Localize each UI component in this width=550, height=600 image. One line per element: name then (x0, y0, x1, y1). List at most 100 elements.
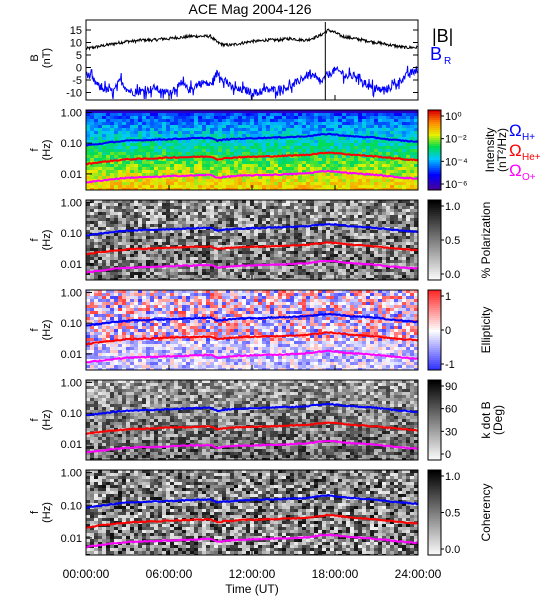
heatmap-cell (310, 293, 314, 296)
heatmap-cell (302, 119, 306, 122)
heatmap-cell (390, 176, 394, 179)
heatmap-cell (166, 296, 170, 299)
heatmap-cell (342, 245, 346, 248)
heatmap-cell (234, 212, 238, 215)
heatmap-cell (366, 203, 370, 206)
heatmap-cell (370, 170, 374, 173)
colorbar-step (428, 270, 441, 273)
heatmap-cell (410, 275, 414, 278)
heatmap-cell (190, 221, 194, 224)
heatmap-cell (342, 233, 346, 236)
heatmap-cell (234, 218, 238, 221)
heatmap-cell (334, 245, 338, 248)
heatmap-cell (146, 182, 150, 185)
heatmap-cell (278, 170, 282, 173)
heatmap-cell (134, 137, 138, 140)
heatmap-cell (146, 143, 150, 146)
heatmap-cell (218, 200, 222, 203)
heatmap-cell (178, 203, 182, 206)
heatmap-cell (338, 113, 342, 116)
heatmap-cell (270, 299, 274, 302)
heatmap-cell (394, 224, 398, 227)
heatmap-cell (346, 200, 350, 203)
heatmap-cell (158, 236, 162, 239)
heatmap-cell (234, 140, 238, 143)
heatmap-cell (142, 224, 146, 227)
heatmap-cell (234, 116, 238, 119)
heatmap-cell (322, 290, 326, 293)
heatmap-cell (326, 185, 330, 188)
heatmap-cell (354, 122, 358, 125)
heatmap-cell (158, 158, 162, 161)
heatmap-cell (414, 164, 418, 167)
heatmap-cell (314, 161, 318, 164)
colorbar-step (428, 236, 441, 239)
heatmap-cell (194, 176, 198, 179)
heatmap-cell (354, 155, 358, 158)
heatmap-cell (146, 206, 150, 209)
heatmap-cell (206, 275, 210, 278)
heatmap-cell (114, 239, 118, 242)
heatmap-cell (166, 203, 170, 206)
heatmap-cell (362, 152, 366, 155)
heatmap-cell (362, 188, 366, 190)
heatmap-cell (174, 233, 178, 236)
heatmap-cell (330, 278, 334, 280)
heatmap-cell (158, 209, 162, 212)
heatmap-cell (118, 143, 122, 146)
heatmap-cell (222, 119, 226, 122)
heatmap-cell (298, 179, 302, 182)
heatmap-cell (274, 110, 278, 113)
heatmap-cell (258, 257, 262, 260)
heatmap-cell (150, 185, 154, 188)
heatmap-cell (126, 278, 130, 280)
heatmap-cell (118, 203, 122, 206)
heatmap-cell (142, 272, 146, 275)
colorbar-step (428, 168, 441, 171)
heatmap-cell (314, 125, 318, 128)
heatmap-cell (298, 251, 302, 254)
heatmap-cell (358, 161, 362, 164)
heatmap-cell (158, 296, 162, 299)
heatmap-cell (226, 113, 230, 116)
heatmap-cell (186, 215, 190, 218)
heatmap-cell (378, 128, 382, 131)
heatmap-cell (402, 206, 406, 209)
heatmap-cell (98, 155, 102, 158)
heatmap-cell (86, 302, 90, 305)
heatmap-cell (162, 239, 166, 242)
heatmap-cell (318, 224, 322, 227)
heatmap-cell (234, 272, 238, 275)
heatmap-cell (150, 209, 154, 212)
heatmap-cell (238, 179, 242, 182)
heatmap-cell (262, 179, 266, 182)
heatmap-cell (94, 257, 98, 260)
heatmap-cell (278, 200, 282, 203)
heatmap-cell (362, 251, 366, 254)
heatmap-cell (298, 257, 302, 260)
heatmap-cell (290, 236, 294, 239)
heatmap-cell (114, 170, 118, 173)
heatmap-cell (130, 122, 134, 125)
heatmap-cell (370, 152, 374, 155)
heatmap-cell (222, 161, 226, 164)
heatmap-cell (282, 200, 286, 203)
heatmap-cell (90, 188, 94, 190)
heatmap-cell (226, 248, 230, 251)
heatmap-cell (150, 227, 154, 230)
heatmap-cell (414, 131, 418, 134)
heatmap-cell (350, 185, 354, 188)
heatmap-cell (198, 185, 202, 188)
heatmap-cell (358, 155, 362, 158)
heatmap-cell (298, 239, 302, 242)
heatmap-cell (266, 266, 270, 269)
heatmap-cell (274, 257, 278, 260)
heatmap-cell (138, 299, 142, 302)
heatmap-cell (182, 131, 186, 134)
heatmap-cell (314, 167, 318, 170)
heatmap-cell (390, 218, 394, 221)
heatmap-cell (146, 272, 150, 275)
heatmap-cell (178, 266, 182, 269)
heatmap-cell (326, 212, 330, 215)
heatmap-cell (198, 134, 202, 137)
